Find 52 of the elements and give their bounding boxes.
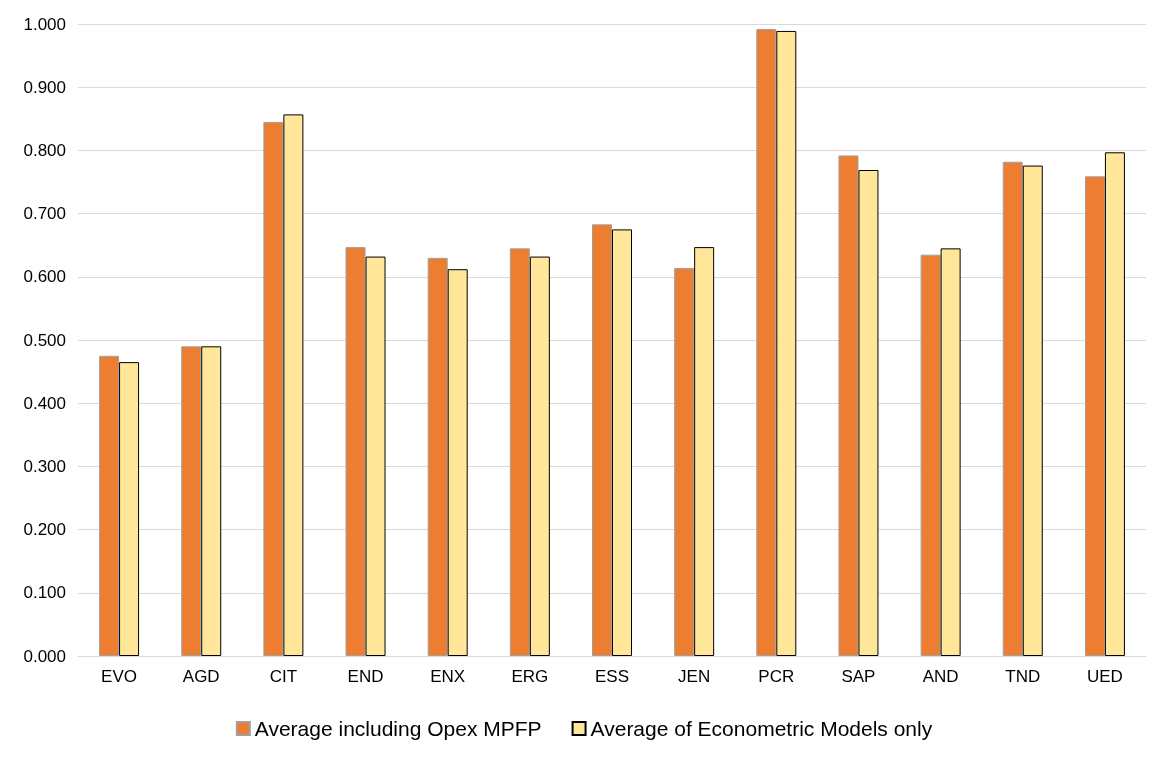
legend-label: Average including Opex MPFP (254, 717, 542, 740)
y-tick-label: 0.600 (23, 267, 66, 287)
x-tick-label: UED (1086, 667, 1123, 686)
bar (263, 121, 284, 656)
x-tick-label: JEN (678, 667, 711, 686)
bar (858, 169, 879, 656)
y-tick-label: 0.800 (23, 140, 66, 160)
legend-label: Average of Econometric Models only (590, 717, 933, 740)
y-tick-label: 0.100 (23, 583, 66, 603)
x-tick-label: END (347, 667, 384, 686)
bar (838, 155, 859, 656)
bar (940, 248, 961, 656)
bar (365, 256, 386, 656)
bar (201, 346, 222, 656)
bar (674, 267, 695, 656)
bar (529, 256, 550, 656)
bar (427, 257, 448, 656)
x-tick-label: SAP (841, 667, 876, 686)
y-tick-label: 0.200 (23, 520, 66, 540)
x-tick-label: PCR (758, 667, 795, 686)
bar (345, 247, 366, 656)
bar (592, 224, 612, 656)
bar (1002, 161, 1023, 656)
x-tick-label: ENX (430, 667, 466, 686)
bar (920, 254, 941, 656)
bar (1084, 176, 1105, 656)
y-tick-label: 0.500 (23, 330, 66, 350)
x-tick-label: TND (1005, 667, 1041, 686)
x-tick-label: CIT (269, 667, 298, 686)
y-tick-label: 1.000 (23, 14, 66, 34)
bar (1104, 152, 1125, 656)
bar (99, 355, 120, 656)
y-tick-label: 0.700 (23, 204, 66, 224)
bar (509, 248, 530, 656)
bar (283, 114, 304, 656)
x-tick-label: EVO (101, 667, 138, 686)
bar (694, 247, 715, 656)
y-tick-label: 0.900 (23, 77, 66, 97)
bar (756, 29, 777, 656)
y-tick-label: 0.300 (23, 456, 66, 476)
bar (447, 269, 468, 656)
bar (1022, 165, 1043, 656)
bar (776, 30, 797, 656)
bar (181, 346, 202, 656)
x-tick-label: AND (922, 667, 959, 686)
x-tick-label: AGD (182, 667, 220, 686)
x-tick-label: ESS (594, 667, 630, 686)
y-tick-label: 0.000 (23, 646, 66, 666)
bar (119, 362, 140, 656)
bar (612, 229, 632, 656)
x-tick-label: ERG (511, 667, 549, 686)
y-tick-label: 0.400 (23, 393, 66, 413)
